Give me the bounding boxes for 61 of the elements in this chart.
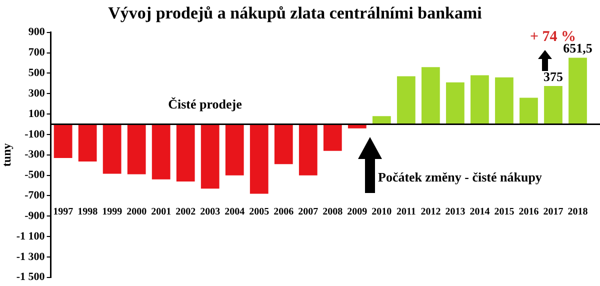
- annotation: Čisté prodeje: [168, 96, 242, 112]
- x-tick-label: 2009: [347, 206, 368, 218]
- y-tick-label: 900: [28, 26, 46, 38]
- data-label: 375: [543, 68, 564, 84]
- bar: [372, 116, 391, 124]
- bar: [225, 124, 244, 176]
- x-tick-label: 2011: [396, 206, 416, 218]
- x-tick-label: 2002: [176, 206, 196, 218]
- y-tick-label: -700: [24, 190, 46, 202]
- bar: [396, 76, 416, 124]
- x-tick-label: 2014: [470, 206, 490, 218]
- bar: [152, 124, 170, 180]
- y-tick-label: -300: [24, 148, 46, 161]
- x-tick-label: 2001: [151, 206, 172, 218]
- x-tick-label: 2012: [420, 206, 441, 218]
- bar: [250, 124, 268, 194]
- bar: [495, 77, 514, 124]
- bar: [298, 124, 318, 176]
- bar: [54, 124, 72, 158]
- x-tick-label: 2013: [445, 206, 466, 218]
- annotation: Počátek změny - čisté nákupy: [378, 169, 542, 184]
- x-tick-label: 2000: [126, 206, 147, 218]
- bar: [520, 98, 538, 124]
- y-tick-label: -1 500: [16, 271, 46, 284]
- bar: [176, 124, 195, 182]
- x-tick-label: 2004: [224, 206, 245, 218]
- bar: [422, 67, 440, 124]
- y-tick-label: 300: [28, 87, 46, 100]
- x-tick-label: 2017: [543, 206, 564, 218]
- y-tick-label: -500: [24, 169, 46, 182]
- y-tick-label: -1 300: [16, 250, 46, 263]
- bar: [323, 124, 342, 151]
- x-tick-label: 2007: [298, 206, 318, 218]
- x-tick-label: 1999: [102, 206, 122, 218]
- x-tick-label: 2005: [249, 206, 270, 218]
- bar: [127, 124, 146, 174]
- bar: [274, 124, 293, 164]
- x-tick-label: 2015: [494, 206, 514, 218]
- x-tick-label: 1997: [53, 206, 74, 218]
- chart-title: Vývoj prodejů a nákupů zlata centrálními bankami: [108, 4, 482, 23]
- bar: [568, 58, 587, 124]
- y-tick-label: 500: [28, 67, 46, 80]
- bar: [200, 124, 220, 189]
- x-tick-label: 2006: [274, 206, 294, 218]
- y-axis-title: tuny: [0, 143, 14, 167]
- bar: [102, 124, 122, 174]
- bar: [544, 86, 562, 124]
- y-tick-label: -100: [24, 128, 46, 140]
- x-tick-label: 2003: [200, 206, 220, 218]
- y-tick-label: -1 100: [16, 230, 46, 242]
- x-tick-label: 2016: [518, 206, 539, 218]
- bar: [446, 82, 464, 124]
- x-tick-label: 2018: [568, 206, 588, 218]
- bar: [78, 124, 97, 162]
- x-tick-label: 2008: [322, 206, 343, 218]
- y-tick-label: -900: [24, 210, 46, 222]
- y-tick-label: 700: [28, 46, 46, 59]
- x-tick-label: 2010: [372, 206, 392, 218]
- y-tick-label: 100: [28, 108, 46, 120]
- bar: [470, 75, 489, 124]
- x-tick-label: 1998: [78, 206, 98, 218]
